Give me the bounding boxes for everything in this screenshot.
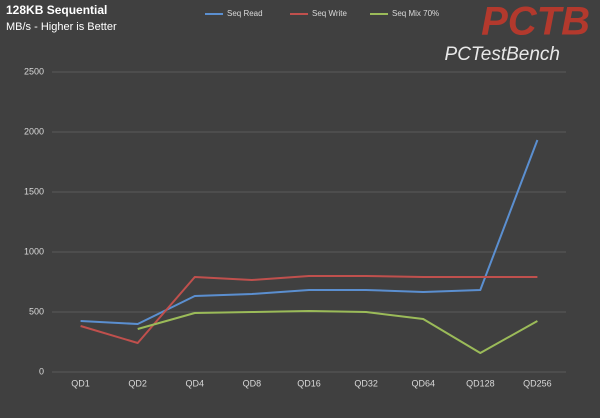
logo-subtitle: PCTestBench: [445, 44, 560, 65]
legend-label: Seq Write: [312, 9, 348, 18]
chart-title: 128KB Sequential: [6, 3, 107, 17]
y-tick-label: 1000: [24, 246, 44, 256]
chart-subtitle: MB/s - Higher is Better: [6, 21, 117, 33]
x-tick-label: QD4: [186, 378, 205, 388]
x-tick-label: QD8: [243, 378, 262, 388]
x-tick-label: QD1: [71, 378, 90, 388]
y-tick-label: 1500: [24, 186, 44, 196]
x-tick-label: QD128: [466, 378, 495, 388]
x-tick-label: QD64: [411, 378, 435, 388]
x-tick-label: QD32: [354, 378, 378, 388]
x-tick-label: QD16: [297, 378, 321, 388]
series-line: [80, 139, 539, 325]
series-line: [137, 310, 538, 354]
x-tick-label: QD256: [523, 378, 552, 388]
x-tick-label: QD2: [128, 378, 147, 388]
y-tick-label: 500: [29, 306, 44, 316]
logo: PCTB: [481, 0, 590, 44]
y-tick-label: 2500: [24, 66, 44, 76]
y-tick-label: 2000: [24, 126, 44, 136]
series-line: [80, 275, 538, 344]
legend-label: Seq Mix 70%: [392, 9, 439, 18]
y-tick-label: 0: [39, 366, 44, 376]
legend-label: Seq Read: [227, 9, 263, 18]
